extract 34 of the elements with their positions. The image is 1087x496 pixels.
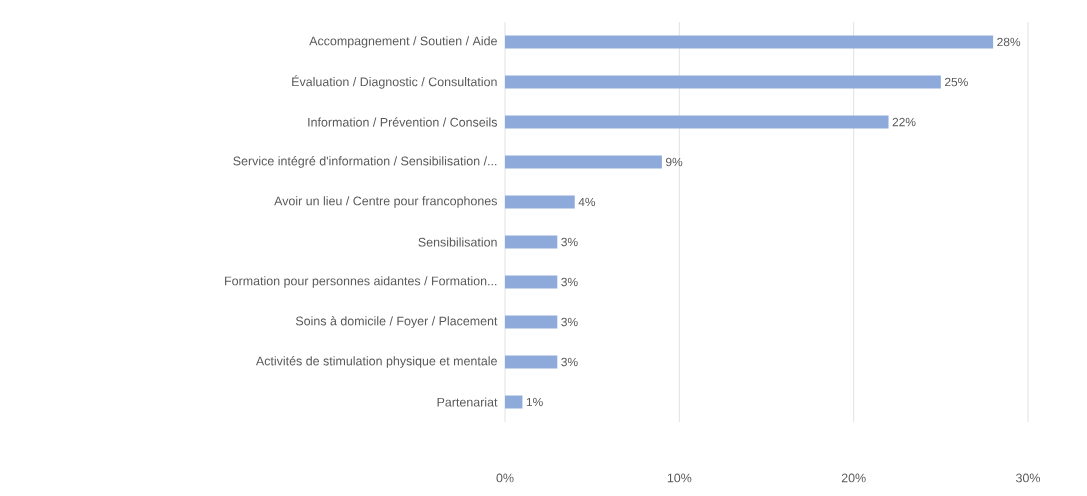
y-tick-label: Partenariat (437, 397, 498, 407)
data-label: 25% (944, 77, 968, 87)
bar (505, 75, 941, 89)
data-label: 28% (997, 37, 1021, 47)
y-tick-label: Information / Prévention / Conseils (308, 117, 498, 127)
y-tick-label: Formation pour personnes aidantes / Formation... (225, 276, 497, 288)
data-label: 3% (561, 277, 578, 287)
bar (505, 115, 889, 129)
y-tick-label: Service intégré d'information / Sensibilisation /... (233, 156, 497, 168)
data-label: 3% (561, 357, 578, 367)
data-label: 9% (665, 157, 683, 167)
bar (505, 395, 523, 409)
bar (505, 275, 558, 289)
y-tick-label: Sensibilisation (418, 237, 497, 247)
data-label: 3% (561, 317, 578, 327)
bar (505, 155, 662, 169)
bar (505, 235, 558, 249)
x-tick-label: 10% (667, 473, 692, 483)
x-tick-label: 0% (496, 473, 514, 483)
y-tick-label: Accompagnement / Soutien / Aide (309, 36, 497, 48)
data-label: 1% (526, 397, 543, 407)
bar (505, 35, 994, 49)
data-label: 3% (561, 237, 578, 247)
data-label: 22% (892, 117, 916, 127)
bar (505, 355, 558, 369)
y-tick-label: Activités de stimulation physique et mentale (255, 356, 497, 368)
y-tick-label: Avoir un lieu / Centre pour francophones (274, 196, 497, 208)
x-tick-label: 20% (841, 473, 866, 483)
data-label: 4% (578, 197, 596, 207)
x-tick-label: 30% (1016, 473, 1041, 483)
bar (505, 315, 558, 329)
y-tick-label: Évaluation / Diagnostic / Consultation (292, 75, 497, 89)
y-tick-label: Soins à domicile / Foyer / Placement (295, 316, 498, 328)
bar (505, 195, 575, 209)
